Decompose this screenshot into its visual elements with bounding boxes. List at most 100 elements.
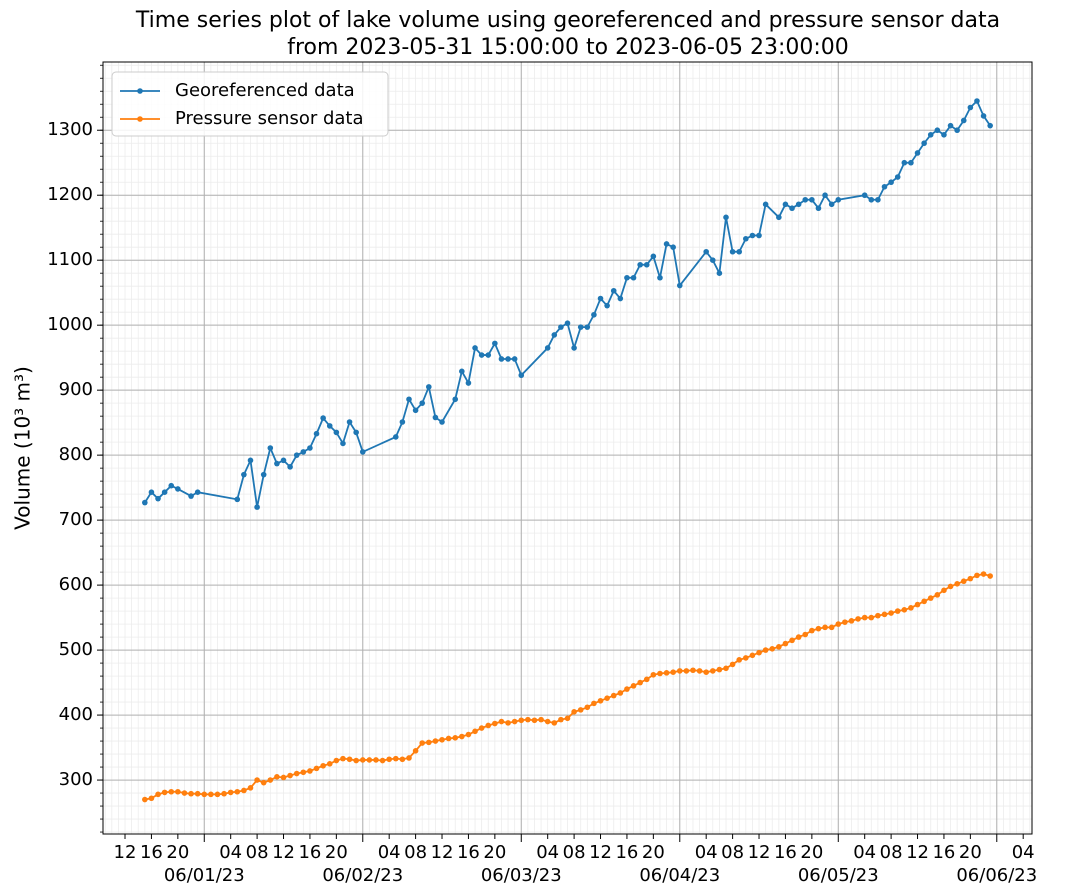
data-point [643,261,650,268]
data-point [795,634,802,640]
data-point [287,464,293,470]
legend-marker [137,116,143,122]
data-point [386,756,392,763]
data-point [148,489,155,495]
legend-marker [137,88,143,94]
data-point [789,637,795,644]
data-point [947,583,954,590]
data-point [168,788,175,795]
data-point [313,765,320,772]
data-point [756,649,762,656]
data-point [260,779,267,786]
data-point [703,248,709,255]
data-point [472,728,478,735]
data-point [927,131,934,138]
data-point [663,241,670,247]
data-point [868,196,875,203]
data-point [762,201,769,208]
x-tick-label: 20 [800,842,823,863]
data-point [815,205,822,212]
data-point [630,683,637,689]
y-tick-label: 300 [59,769,93,790]
data-point [960,578,967,585]
data-point [789,205,795,212]
data-point [373,757,379,763]
x-tick-label: 04 [378,842,401,863]
x-tick-label: 08 [563,842,586,863]
data-point [353,757,359,764]
data-point [736,248,743,255]
data-point [815,625,822,632]
y-tick-label: 700 [59,509,93,530]
data-point [782,640,789,647]
data-point [690,667,696,674]
data-point [729,248,736,255]
data-point [379,757,386,764]
x-tick-label: 04 [219,842,242,863]
data-point [194,489,201,495]
data-point [188,790,194,797]
legend-box [111,71,389,137]
data-point [974,98,980,104]
data-point [709,668,716,674]
x-tick-label: 12 [906,842,929,863]
y-tick-label: 1300 [47,119,93,140]
data-point [439,736,445,743]
x-tick-label: 16 [932,842,955,863]
data-point [610,692,617,699]
data-point [551,332,558,338]
y-tick-label: 1000 [47,314,93,335]
data-point [604,695,610,701]
chart-title: Time series plot of lake volume using ge… [135,8,1000,33]
data-point [478,725,485,731]
data-point [591,700,597,707]
data-point [287,772,293,779]
x-tick-label: 04 [1012,842,1035,863]
x-tick-label: 12 [431,842,454,863]
data-point [392,755,399,762]
data-point [914,150,921,156]
data-point [227,789,234,796]
data-point [776,214,782,221]
data-point [472,345,478,351]
data-point [888,179,894,186]
data-point [809,627,815,634]
data-point [934,127,941,134]
data-point [670,669,676,675]
data-point [822,192,828,199]
data-point [485,722,492,729]
data-point [465,731,472,738]
data-point [241,787,247,794]
y-tick-label: 600 [59,574,93,595]
data-point [901,607,908,613]
data-point [921,140,927,147]
data-point [142,796,148,803]
data-point [828,201,835,208]
x-tick-label: 12 [114,842,137,863]
data-point [756,232,762,239]
data-point [941,587,947,594]
x-tick-label: 06/03/23 [481,865,562,886]
x-tick-label: 08 [721,842,744,863]
data-point [161,489,168,495]
data-point [498,718,505,725]
data-point [333,429,340,436]
data-point [544,718,551,725]
data-point [881,183,888,190]
data-point [828,624,835,631]
data-point [584,324,591,330]
data-point [861,614,868,621]
data-point [300,769,307,776]
data-point [610,287,617,294]
data-point [980,571,987,577]
data-point [340,755,346,762]
legend-label: Pressure sensor data [175,108,364,129]
data-point [716,666,723,673]
x-tick-label: 20 [483,842,506,863]
data-point [511,718,518,725]
data-point [148,795,155,802]
x-tick-label: 16 [457,842,480,863]
data-point [670,244,676,251]
data-point [558,324,564,330]
data-point [359,757,366,763]
